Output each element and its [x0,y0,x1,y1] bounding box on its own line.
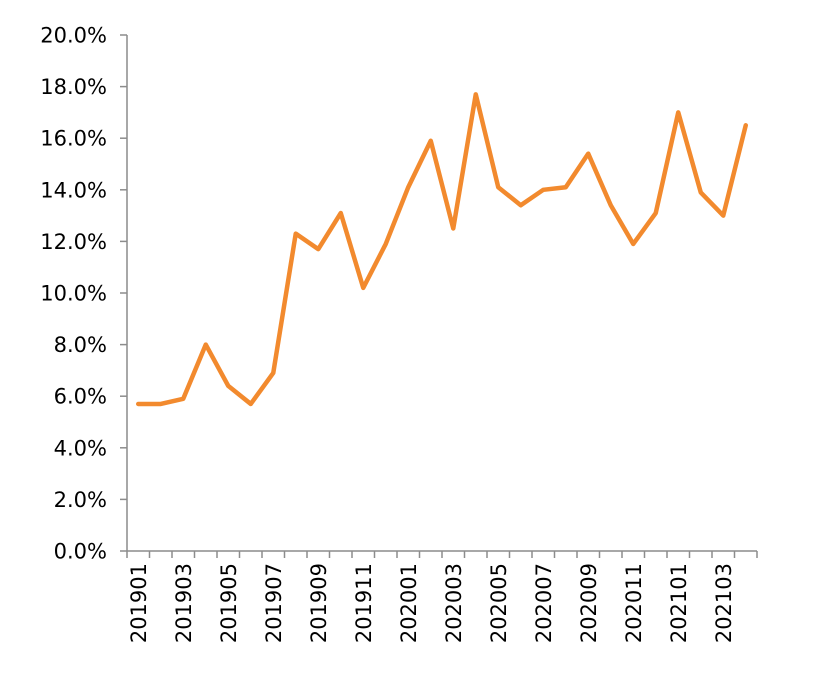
x-tick-label: 202001 [397,563,421,643]
y-tick-label: 18.0% [40,75,107,99]
x-tick-label: 201909 [307,563,331,643]
y-tick-label: 8.0% [54,333,107,357]
y-tick-label: 0.0% [54,540,107,564]
y-tick-label: 20.0% [40,24,107,48]
plot-area [136,92,748,407]
x-tick-label: 202103 [712,563,736,643]
x-tick-label: 201907 [262,563,286,643]
y-tick-label: 16.0% [40,127,107,151]
y-tick-label: 2.0% [54,488,107,512]
y-tick-label: 14.0% [40,178,107,202]
y-tick-label: 10.0% [40,282,107,306]
x-tick-label: 201901 [127,563,151,643]
x-tick-label: 201903 [172,563,196,643]
y-tick-label: 6.0% [54,385,107,409]
x-tick-label: 202007 [532,563,556,643]
y-axis: 0.0% 2.0% 4.0% 6.0% 8.0% 10.0% 12.0% 14.0% 16.0%… [40,24,128,564]
x-tick-label: 202003 [442,563,466,643]
y-tick-label: 12.0% [40,230,107,254]
series-line [136,92,748,407]
x-tick-label: 202011 [622,563,646,643]
x-tick-label: 201905 [217,563,241,643]
x-tick-label: 202009 [577,563,601,643]
x-axis: 201901 201903 201905 201907 201909 201911 2020… [126,550,758,643]
y-tick-label: 4.0% [54,436,107,460]
x-tick-label: 202005 [487,563,511,643]
x-tick-label: 202101 [667,563,691,643]
x-tick-label: 201911 [352,563,376,643]
